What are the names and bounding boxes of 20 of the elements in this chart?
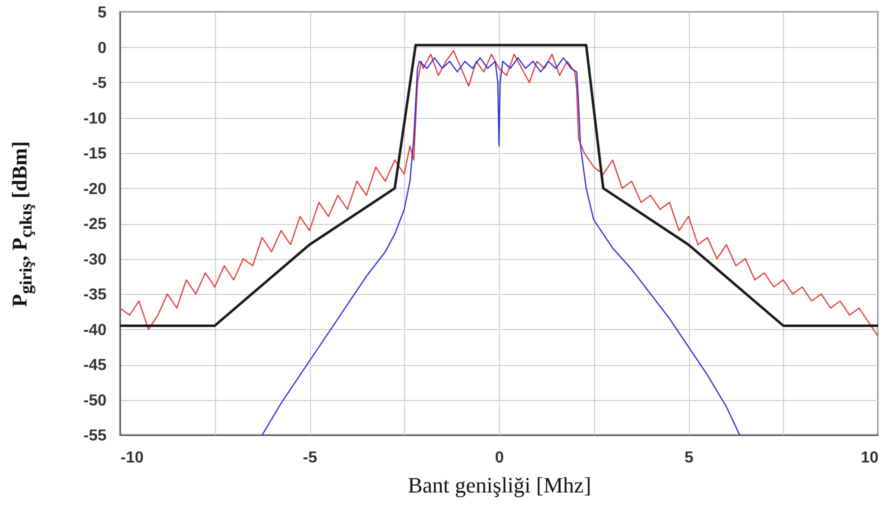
x-axis-title: Bant genişliği [Mhz]	[408, 472, 592, 498]
y-tick-label: -20	[83, 180, 107, 198]
y-tick-label: 0	[98, 40, 107, 57]
y-tick-label: -10	[83, 110, 107, 128]
x-tick-label: -5	[302, 450, 318, 466]
y-tick-label: -50	[83, 392, 107, 410]
x-tick-label: 0	[495, 450, 504, 466]
y-tick-label: -35	[83, 286, 107, 304]
y-tick-label: -45	[83, 357, 107, 374]
y-tick-label: 5	[98, 4, 107, 22]
x-tick-label: -10	[120, 450, 144, 466]
y-tick-label: -30	[83, 251, 107, 268]
y-tick-label: -40	[83, 322, 107, 339]
x-tick-label: 10	[860, 450, 879, 466]
y-tick-label: -15	[83, 146, 107, 162]
y-tick-label: -5	[92, 75, 107, 92]
y-tick-label: -25	[83, 216, 107, 233]
x-tick-label: 5	[684, 450, 694, 466]
line-series	[262, 57, 740, 435]
y-tick-label: -55	[83, 428, 107, 444]
